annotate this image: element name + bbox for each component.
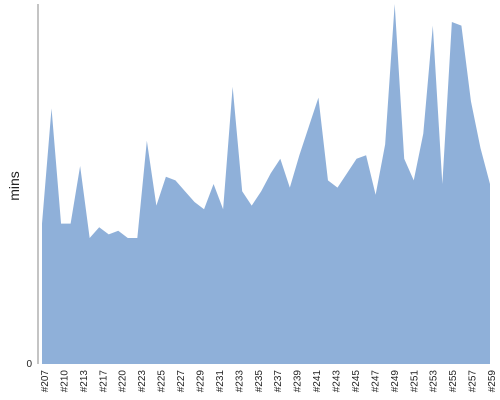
x-tick-label: #225	[157, 370, 168, 393]
x-tick-label: #243	[332, 370, 343, 393]
x-tick-label: #233	[234, 370, 245, 393]
x-tick-label: #235	[254, 370, 265, 393]
y-tick-label: 0	[26, 359, 32, 370]
x-tick-label: #259	[487, 370, 498, 393]
x-tick-label: #217	[98, 370, 109, 393]
x-tick-label: #251	[409, 370, 420, 393]
y-axis-title: mins	[6, 171, 22, 201]
x-tick-label: #257	[468, 370, 479, 393]
x-tick-label: #255	[448, 370, 459, 393]
x-tick-label: #239	[293, 370, 304, 393]
y-axis-ticks: 0	[26, 359, 32, 370]
x-tick-label: #213	[79, 370, 90, 393]
x-tick-label: #245	[351, 370, 362, 393]
x-tick-label: #241	[312, 370, 323, 393]
x-tick-label: #207	[40, 370, 51, 393]
x-tick-label: #249	[390, 370, 401, 393]
x-tick-label: #229	[196, 370, 207, 393]
x-tick-label: #227	[176, 370, 187, 393]
series-area-0	[42, 4, 490, 364]
plot-area	[42, 4, 490, 364]
x-tick-label: #247	[370, 370, 381, 393]
x-tick-label: #253	[429, 370, 440, 393]
x-tick-label: #231	[215, 370, 226, 393]
x-axis-ticks: #207 #210 #213 #217 #220 #223 #225 #227 #229 #231…	[40, 370, 498, 393]
x-tick-label: #220	[118, 370, 129, 393]
x-tick-label: #210	[59, 370, 70, 393]
x-tick-label: #223	[137, 370, 148, 393]
x-tick-label: #237	[273, 370, 284, 393]
